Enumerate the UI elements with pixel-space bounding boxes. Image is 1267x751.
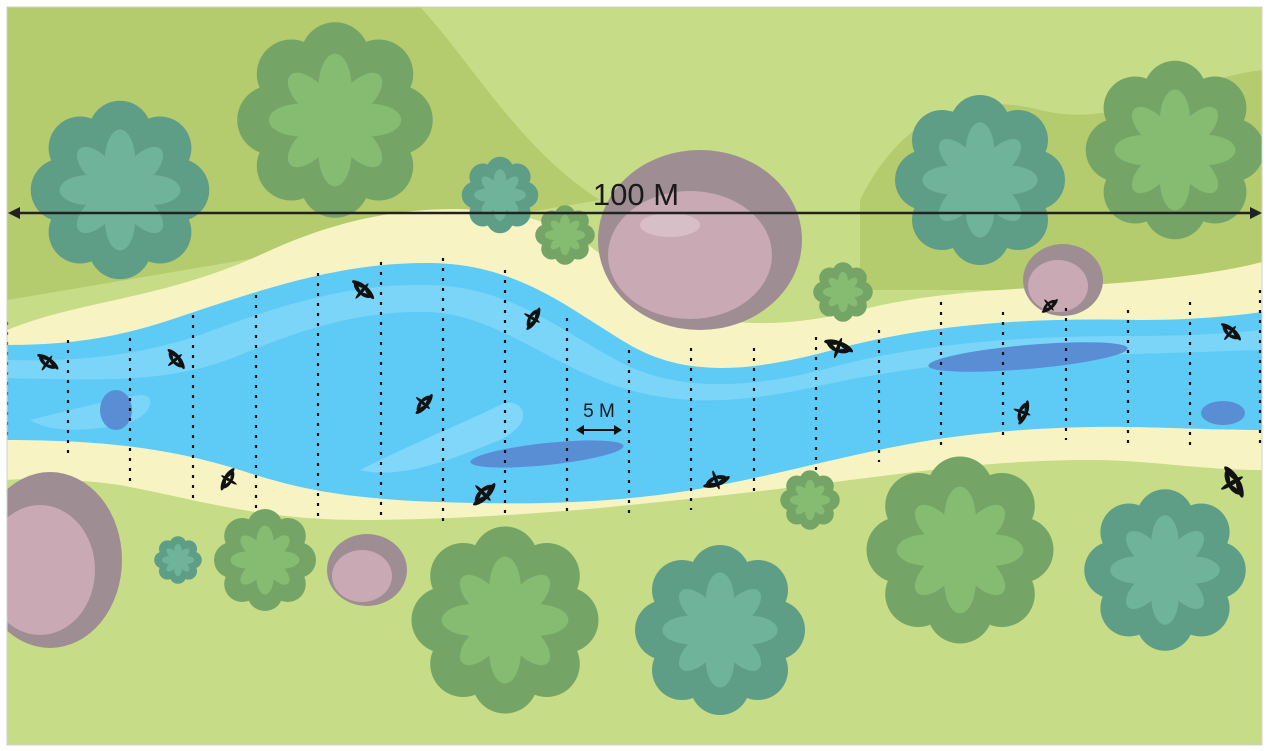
deep-pool <box>100 390 132 430</box>
river-light-patch <box>360 402 524 473</box>
tree <box>895 95 1065 265</box>
boulder <box>7 472 122 648</box>
boulder <box>1023 244 1103 316</box>
tree <box>635 545 805 715</box>
transect-lines <box>7 258 1262 524</box>
scale-bar-100m: 100 M <box>8 177 1262 219</box>
tree <box>1084 489 1246 651</box>
tree <box>154 536 202 584</box>
frame-border <box>6 6 1263 746</box>
tree <box>866 456 1054 644</box>
tree <box>780 470 840 530</box>
tree <box>813 262 873 322</box>
scale-bar-5m: 5 M <box>576 401 622 435</box>
deep-pool <box>470 440 624 468</box>
tree <box>214 509 316 611</box>
tree <box>30 100 210 280</box>
tree <box>461 156 539 234</box>
tree <box>237 22 433 218</box>
deep-pool <box>928 342 1128 372</box>
scale-label-100m: 100 M <box>593 177 679 212</box>
boulder <box>327 534 407 606</box>
deep-pool <box>1201 401 1245 425</box>
river-highlight <box>7 284 1262 401</box>
tree <box>411 526 599 714</box>
scale-label-5m: 5 M <box>583 401 615 422</box>
boulder <box>598 150 802 330</box>
